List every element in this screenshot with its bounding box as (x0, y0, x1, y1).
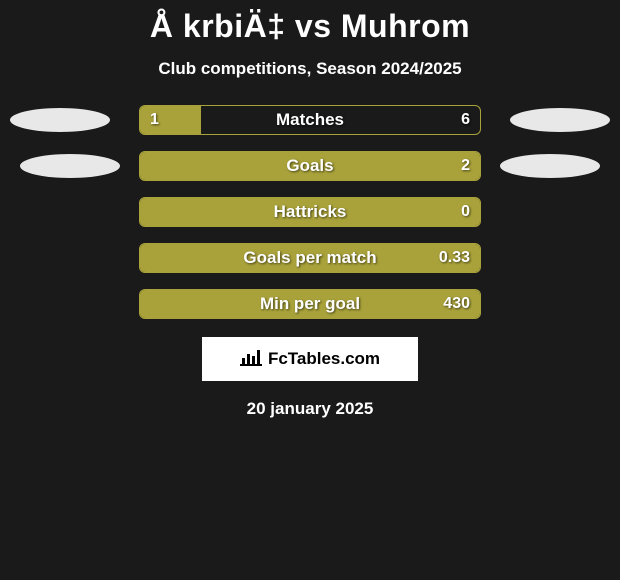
right-value: 430 (443, 295, 470, 313)
bar-chart-icon (240, 348, 262, 371)
stat-label: Matches (140, 110, 480, 130)
stat-row: Min per goal430 (0, 289, 620, 319)
stat-row: Goals2 (0, 151, 620, 181)
stat-bar: Hattricks0 (139, 197, 481, 227)
player-right-marker (500, 154, 600, 178)
stat-label: Min per goal (140, 294, 480, 314)
stat-row: Goals per match0.33 (0, 243, 620, 273)
right-value: 0 (461, 203, 470, 221)
subtitle: Club competitions, Season 2024/2025 (0, 59, 620, 79)
right-value: 6 (461, 111, 470, 129)
right-value: 2 (461, 157, 470, 175)
stat-bar: Goals per match0.33 (139, 243, 481, 273)
brand-box[interactable]: FcTables.com (202, 337, 418, 381)
brand-text: FcTables.com (268, 349, 380, 369)
stat-label: Goals per match (140, 248, 480, 268)
comparison-infographic: Å krbiÄ‡ vs Muhrom Club competitions, Se… (0, 0, 620, 419)
stat-bar: Min per goal430 (139, 289, 481, 319)
stats-area: 1Matches6 Goals2 Hattricks0 Goals per match… (0, 105, 620, 319)
stat-row: 1Matches6 (0, 105, 620, 135)
player-left-marker (10, 108, 110, 132)
date-line: 20 january 2025 (0, 399, 620, 419)
right-value: 0.33 (439, 249, 470, 267)
stat-label: Goals (140, 156, 480, 176)
stat-row: Hattricks0 (0, 197, 620, 227)
stat-label: Hattricks (140, 202, 480, 222)
stat-bar: Goals2 (139, 151, 481, 181)
stat-bar: 1Matches6 (139, 105, 481, 135)
player-right-marker (510, 108, 610, 132)
player-left-marker (20, 154, 120, 178)
page-title: Å krbiÄ‡ vs Muhrom (0, 8, 620, 45)
